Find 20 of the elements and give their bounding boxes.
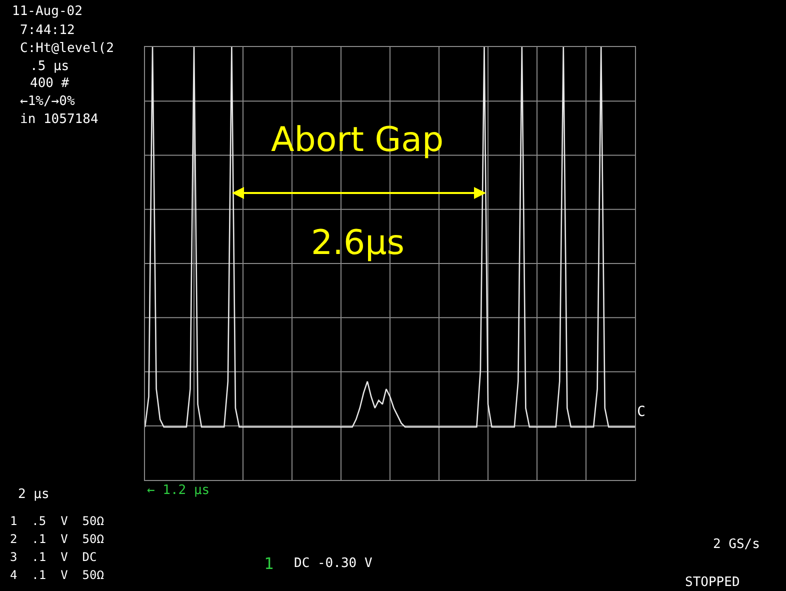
annotation: 2.6µs: [311, 223, 404, 263]
text: 400 #: [30, 76, 70, 91]
text: 4 .1 V 50Ω: [10, 568, 104, 582]
text: 7:44:12: [20, 23, 75, 38]
text: C: [637, 404, 646, 420]
text: STOPPED: [685, 575, 740, 590]
text: ← 1.2 µs: [147, 483, 210, 498]
text: 3 .1 V DC: [10, 550, 97, 564]
text: in 1057184: [20, 112, 98, 127]
text: 2 µs: [18, 487, 50, 502]
text: 2 GS/s: [713, 537, 760, 552]
text: DC -0.30 V: [294, 556, 372, 571]
text: 2 .1 V 50Ω: [10, 532, 104, 546]
text: 1: [264, 554, 274, 573]
text: C:Ht@level(2: [20, 41, 114, 56]
text: 11-Aug-02: [12, 4, 82, 19]
text: .5 µs: [30, 59, 70, 74]
text: ←1%/→0%: [20, 94, 75, 109]
text: 1 .5 V 50Ω: [10, 514, 104, 528]
annotation: Abort Gap: [271, 120, 444, 160]
